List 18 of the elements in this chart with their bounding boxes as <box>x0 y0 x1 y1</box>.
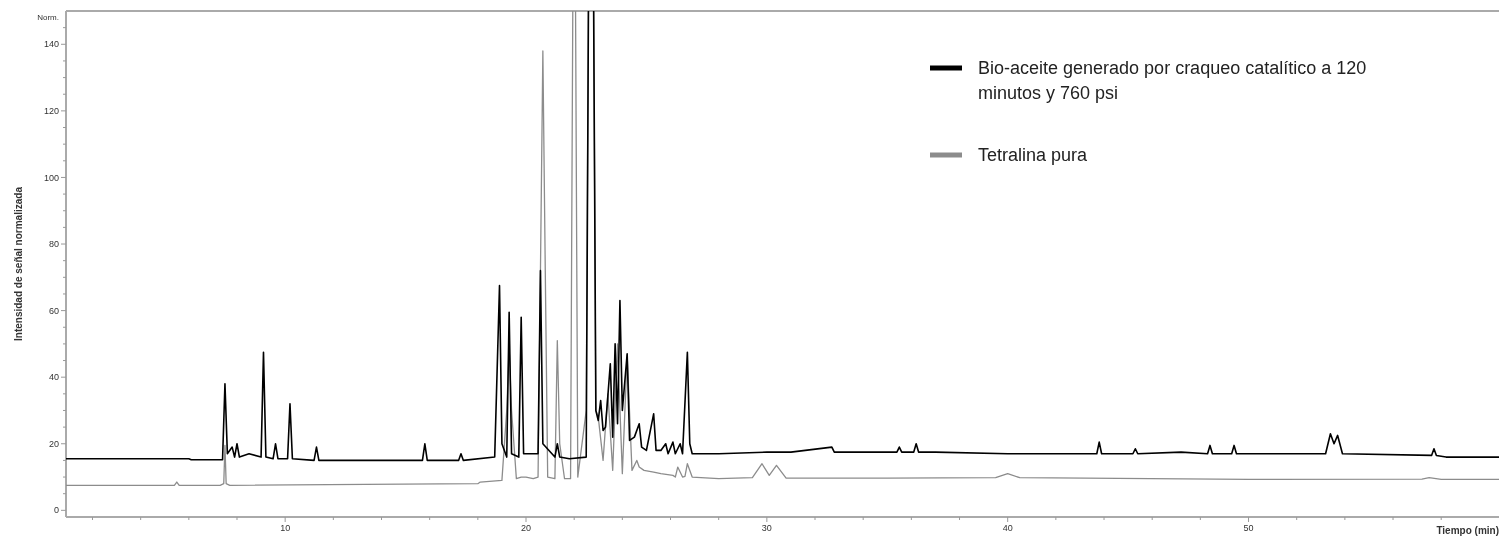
text: Norm. <box>37 13 59 22</box>
x-tick-label: 50 <box>1243 523 1254 533</box>
legend-label: Tetralina pura <box>978 145 1089 166</box>
x-tick-label: 40 <box>1002 523 1013 533</box>
y-tick-label: 120 <box>43 106 59 117</box>
y-tick-label: 0 <box>53 505 59 516</box>
x-axis-title: Tiempo (min) <box>1436 525 1499 536</box>
x-tick-label: 10 <box>280 523 291 533</box>
y-tick-label: 140 <box>43 39 59 50</box>
y-tick-label: 20 <box>48 438 59 449</box>
y-axis-title: Intensidad de señal normalizada <box>13 186 24 341</box>
y-tick-label: 60 <box>48 305 59 316</box>
y-tick-label: 80 <box>48 239 59 250</box>
legend-label: Bio-aceite generado por craqueo catalítico a 120 minutos y 760 psi <box>978 58 1367 103</box>
y-tick-label: 100 <box>43 172 59 183</box>
y-tick-label: 40 <box>48 372 59 383</box>
x-tick-label: 20 <box>521 523 532 533</box>
x-tick-label: 30 <box>761 523 772 533</box>
